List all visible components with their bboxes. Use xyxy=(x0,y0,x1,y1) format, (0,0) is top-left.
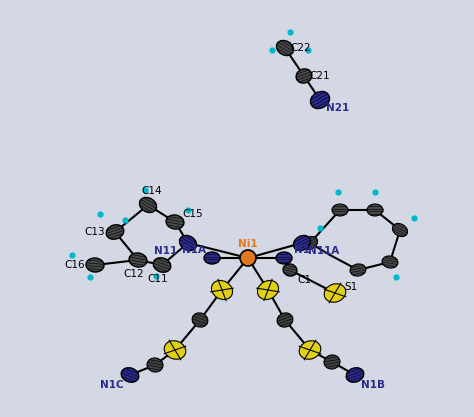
Text: C16: C16 xyxy=(64,260,85,270)
Ellipse shape xyxy=(283,264,297,276)
Text: S1: S1 xyxy=(345,282,357,292)
Text: N21: N21 xyxy=(327,103,350,113)
Text: C14: C14 xyxy=(142,186,162,196)
Ellipse shape xyxy=(332,204,348,216)
Text: N1: N1 xyxy=(294,245,310,255)
Ellipse shape xyxy=(324,284,346,302)
Text: Ni1: Ni1 xyxy=(238,239,258,249)
Ellipse shape xyxy=(293,236,310,251)
Ellipse shape xyxy=(139,198,156,213)
Ellipse shape xyxy=(324,355,340,369)
Ellipse shape xyxy=(302,236,318,249)
Ellipse shape xyxy=(129,253,147,267)
Ellipse shape xyxy=(367,204,383,216)
Ellipse shape xyxy=(180,236,197,251)
Ellipse shape xyxy=(121,368,139,382)
Ellipse shape xyxy=(153,258,171,272)
Text: N1B: N1B xyxy=(361,380,385,390)
Text: C15: C15 xyxy=(182,209,203,219)
Ellipse shape xyxy=(164,341,186,359)
Ellipse shape xyxy=(276,252,292,264)
Ellipse shape xyxy=(86,258,104,272)
Ellipse shape xyxy=(277,313,293,327)
Ellipse shape xyxy=(310,91,329,108)
Ellipse shape xyxy=(392,224,408,236)
Ellipse shape xyxy=(166,215,184,229)
Text: C13: C13 xyxy=(85,227,105,237)
Text: N11: N11 xyxy=(155,246,178,256)
Ellipse shape xyxy=(299,341,321,359)
Ellipse shape xyxy=(147,358,163,372)
Ellipse shape xyxy=(211,281,233,299)
Ellipse shape xyxy=(350,264,366,276)
Ellipse shape xyxy=(346,368,364,382)
Text: C1: C1 xyxy=(297,275,311,285)
Ellipse shape xyxy=(192,313,208,327)
Ellipse shape xyxy=(276,40,293,55)
Text: C21: C21 xyxy=(310,71,330,81)
Ellipse shape xyxy=(382,256,398,268)
Text: C22: C22 xyxy=(291,43,311,53)
Ellipse shape xyxy=(106,225,124,239)
Text: N1A: N1A xyxy=(182,245,206,255)
Text: N1C: N1C xyxy=(100,380,124,390)
Ellipse shape xyxy=(204,252,220,264)
Text: N11A: N11A xyxy=(309,246,340,256)
Text: C12: C12 xyxy=(124,269,144,279)
Ellipse shape xyxy=(296,69,312,83)
Text: C11: C11 xyxy=(148,274,168,284)
Ellipse shape xyxy=(240,250,256,266)
Ellipse shape xyxy=(257,281,279,299)
